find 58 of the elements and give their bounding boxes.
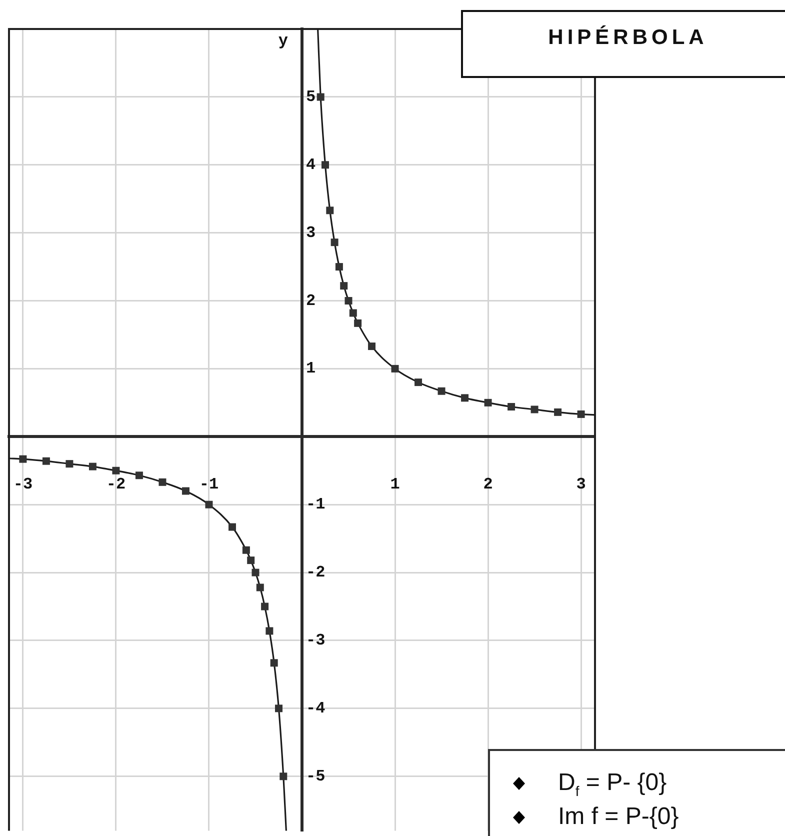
y-tick-label: -4: [306, 699, 326, 718]
y-tick-label: -5: [306, 767, 326, 786]
point: [135, 472, 143, 480]
point: [344, 297, 352, 305]
y-tick-label: 5: [306, 88, 316, 106]
x-tick-label: -1: [199, 476, 219, 494]
y-tick-label: 4: [306, 156, 316, 174]
chart-title: HIPÉRBOLA: [548, 26, 708, 49]
point: [461, 394, 469, 402]
point: [112, 466, 120, 474]
point: [228, 523, 236, 531]
point: [368, 342, 376, 350]
point: [340, 282, 348, 290]
x-tick-label: -2: [106, 476, 126, 494]
y-tick-label: -2: [306, 564, 326, 582]
y-axis-title: y: [278, 32, 288, 50]
y-tick-label: 3: [306, 224, 316, 242]
point: [414, 378, 422, 386]
point: [391, 364, 399, 372]
point: [508, 403, 516, 410]
y-tick-label: -1: [306, 496, 326, 514]
x-tick-label: 2: [483, 476, 493, 494]
point: [330, 238, 338, 246]
point: [256, 584, 264, 592]
point: [205, 500, 213, 508]
point: [316, 93, 324, 101]
point: [554, 408, 562, 416]
point: [88, 462, 96, 470]
point: [247, 556, 255, 564]
point: [252, 568, 260, 576]
point: [354, 319, 362, 327]
point: [280, 772, 288, 780]
point: [42, 457, 50, 465]
point: [438, 387, 446, 395]
point: [182, 487, 190, 495]
point: [266, 627, 274, 635]
point: [19, 455, 27, 463]
point: [322, 161, 329, 169]
point: [261, 602, 269, 610]
point: [577, 410, 585, 418]
point: [66, 460, 74, 468]
point: [349, 309, 357, 317]
point: [275, 704, 282, 712]
point: [530, 406, 538, 414]
point: [326, 206, 334, 214]
point: [242, 546, 250, 554]
x-tick-label: -3: [13, 476, 33, 494]
annotation: Im f = P-{0}: [558, 803, 679, 831]
y-tick-label: -3: [306, 631, 326, 650]
x-tick-label: 1: [390, 476, 400, 494]
point: [335, 263, 343, 271]
point: [270, 659, 278, 667]
point: [158, 478, 166, 486]
y-tick-label: 1: [306, 360, 316, 378]
annotation: D$_{f}$ = P- {0}: [558, 769, 667, 799]
point: [484, 398, 492, 406]
x-tick-label: 3: [576, 476, 586, 494]
y-tick-label: 2: [306, 292, 316, 310]
